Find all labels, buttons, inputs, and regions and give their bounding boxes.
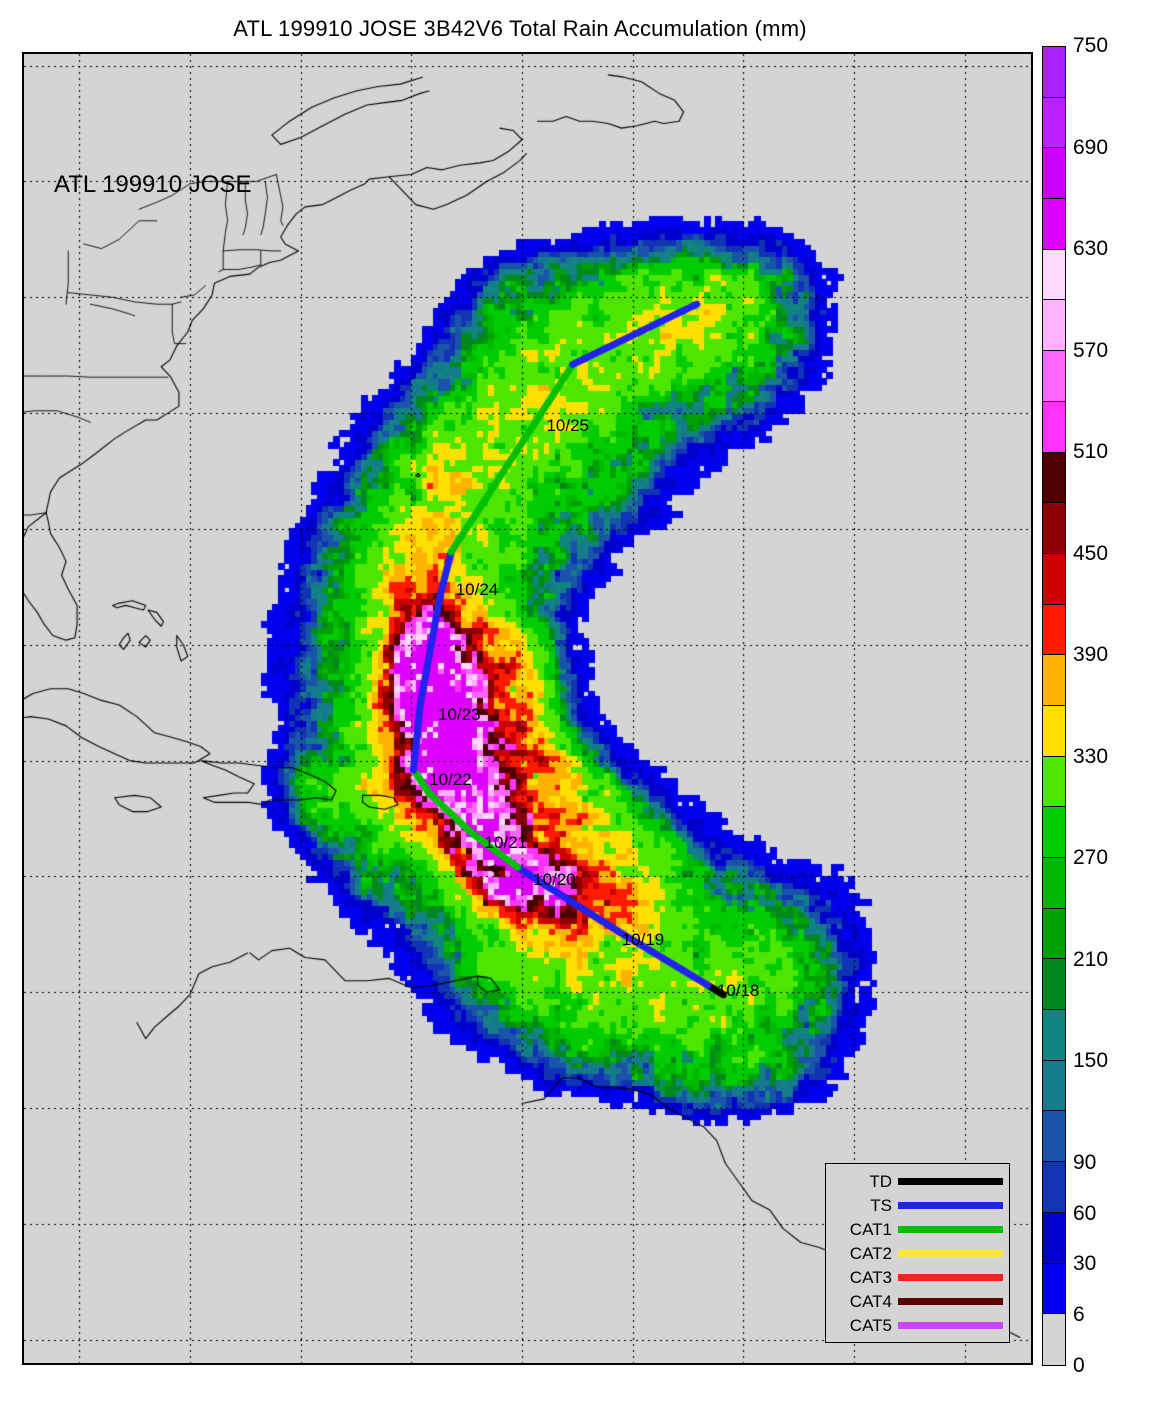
colorbar-segment [1043, 807, 1065, 858]
colorbar-tick-label: 60 [1073, 1201, 1097, 1225]
track-date-label: 10/23 [438, 705, 481, 725]
colorbar-segment [1043, 1212, 1065, 1264]
legend-color-swatch [898, 1273, 1003, 1281]
track-date-label: 10/18 [716, 980, 760, 1000]
storm-annotation: ATL 199910 JOSE [54, 171, 252, 198]
colorbar-segment [1043, 1010, 1065, 1061]
legend-label: CAT4 [849, 1291, 892, 1311]
colorbar-segment [1043, 199, 1065, 250]
colorbar-tick-label: 630 [1073, 237, 1109, 261]
colorbar-segment [1043, 655, 1065, 706]
colorbar-tick-label: 510 [1073, 440, 1109, 464]
legend-color-swatch [898, 1201, 1003, 1209]
colorbar-tick-label: 270 [1073, 846, 1109, 870]
colorbar-segment [1043, 1111, 1065, 1163]
legend-row-ts: TS [830, 1193, 1003, 1217]
legend-label: TS [870, 1195, 892, 1215]
colorbar-tick-label: 210 [1073, 947, 1109, 971]
legend-color-swatch [898, 1249, 1003, 1257]
colorbar-segment [1043, 1263, 1065, 1315]
colorbar-tick-label: 750 [1073, 34, 1109, 57]
track-date-label: 10/25 [546, 415, 589, 435]
colorbar-segment [1043, 401, 1065, 453]
legend-label: CAT5 [849, 1315, 892, 1335]
track-date-label: 10/21 [484, 832, 528, 852]
colorbar-tick-label: 0 [1073, 1354, 1085, 1377]
colorbar-tick-label: 90 [1073, 1150, 1097, 1174]
track-date-label: 10/24 [455, 580, 499, 600]
colorbar-segment [1043, 705, 1065, 757]
colorbar-tick-label: 390 [1073, 643, 1109, 667]
map-plot-area: ATL 199910 JOSE 10/18 10/19 10/20 10/21 10/2… [22, 52, 1033, 1365]
legend-color-swatch [898, 1321, 1003, 1329]
legend-row-td: TD [830, 1169, 1003, 1193]
legend-row-cat5: CAT5 [830, 1313, 1003, 1337]
colorbar-segment [1043, 351, 1065, 402]
colorbar-tick-label: 6 [1073, 1303, 1085, 1327]
colorbar-segment [1043, 148, 1065, 200]
storm-track-line [24, 54, 1031, 1363]
colorbar-segment [1043, 959, 1065, 1011]
page-title: ATL 199910 JOSE 3B42V6 Total Rain Accumu… [233, 16, 807, 41]
colorbar-segment [1043, 1060, 1065, 1112]
colorbar-segment [1043, 300, 1065, 352]
legend-color-swatch [898, 1225, 1003, 1233]
colorbar-segment [1043, 1162, 1065, 1213]
colorbar-tick-label: 690 [1073, 135, 1109, 159]
colorbar-segment [1043, 503, 1065, 554]
colorbar-segment [1043, 908, 1065, 960]
legend-label: CAT1 [849, 1219, 892, 1239]
colorbar-segment [1043, 47, 1065, 98]
colorbar-segment [1043, 1314, 1065, 1365]
legend-row-cat4: CAT4 [830, 1289, 1003, 1313]
track-date-label: 10/22 [429, 770, 472, 790]
colorbar-tick-label: 30 [1073, 1252, 1097, 1276]
colorbar-tick-label: 150 [1073, 1049, 1109, 1073]
colorbar-segment [1043, 604, 1065, 656]
colorbar-tick-label: 570 [1073, 338, 1109, 362]
legend-row-cat2: CAT2 [830, 1241, 1003, 1265]
colorbar-segment [1043, 452, 1065, 504]
colorbar-segment [1043, 858, 1065, 909]
colorbar-tick-label: 450 [1073, 541, 1109, 565]
colorbar [1042, 46, 1066, 1366]
legend-label: CAT2 [849, 1243, 892, 1263]
track-date-label: 10/19 [621, 930, 665, 950]
colorbar-segment [1043, 553, 1065, 605]
legend-color-swatch [898, 1297, 1003, 1305]
colorbar-segment [1043, 249, 1065, 301]
colorbar-tick-label: 330 [1073, 744, 1109, 768]
legend-row-cat1: CAT1 [830, 1217, 1003, 1241]
track-category-legend: TD TS CAT1 CAT2 CAT3 CAT4 CAT5 [825, 1163, 1010, 1343]
track-date-label: 10/20 [533, 869, 576, 889]
legend-row-cat3: CAT3 [830, 1265, 1003, 1289]
legend-label: TD [869, 1171, 892, 1191]
legend-label: CAT3 [849, 1267, 892, 1287]
colorbar-segment [1043, 756, 1065, 808]
legend-color-swatch [898, 1177, 1003, 1185]
colorbar-segment [1043, 97, 1065, 149]
